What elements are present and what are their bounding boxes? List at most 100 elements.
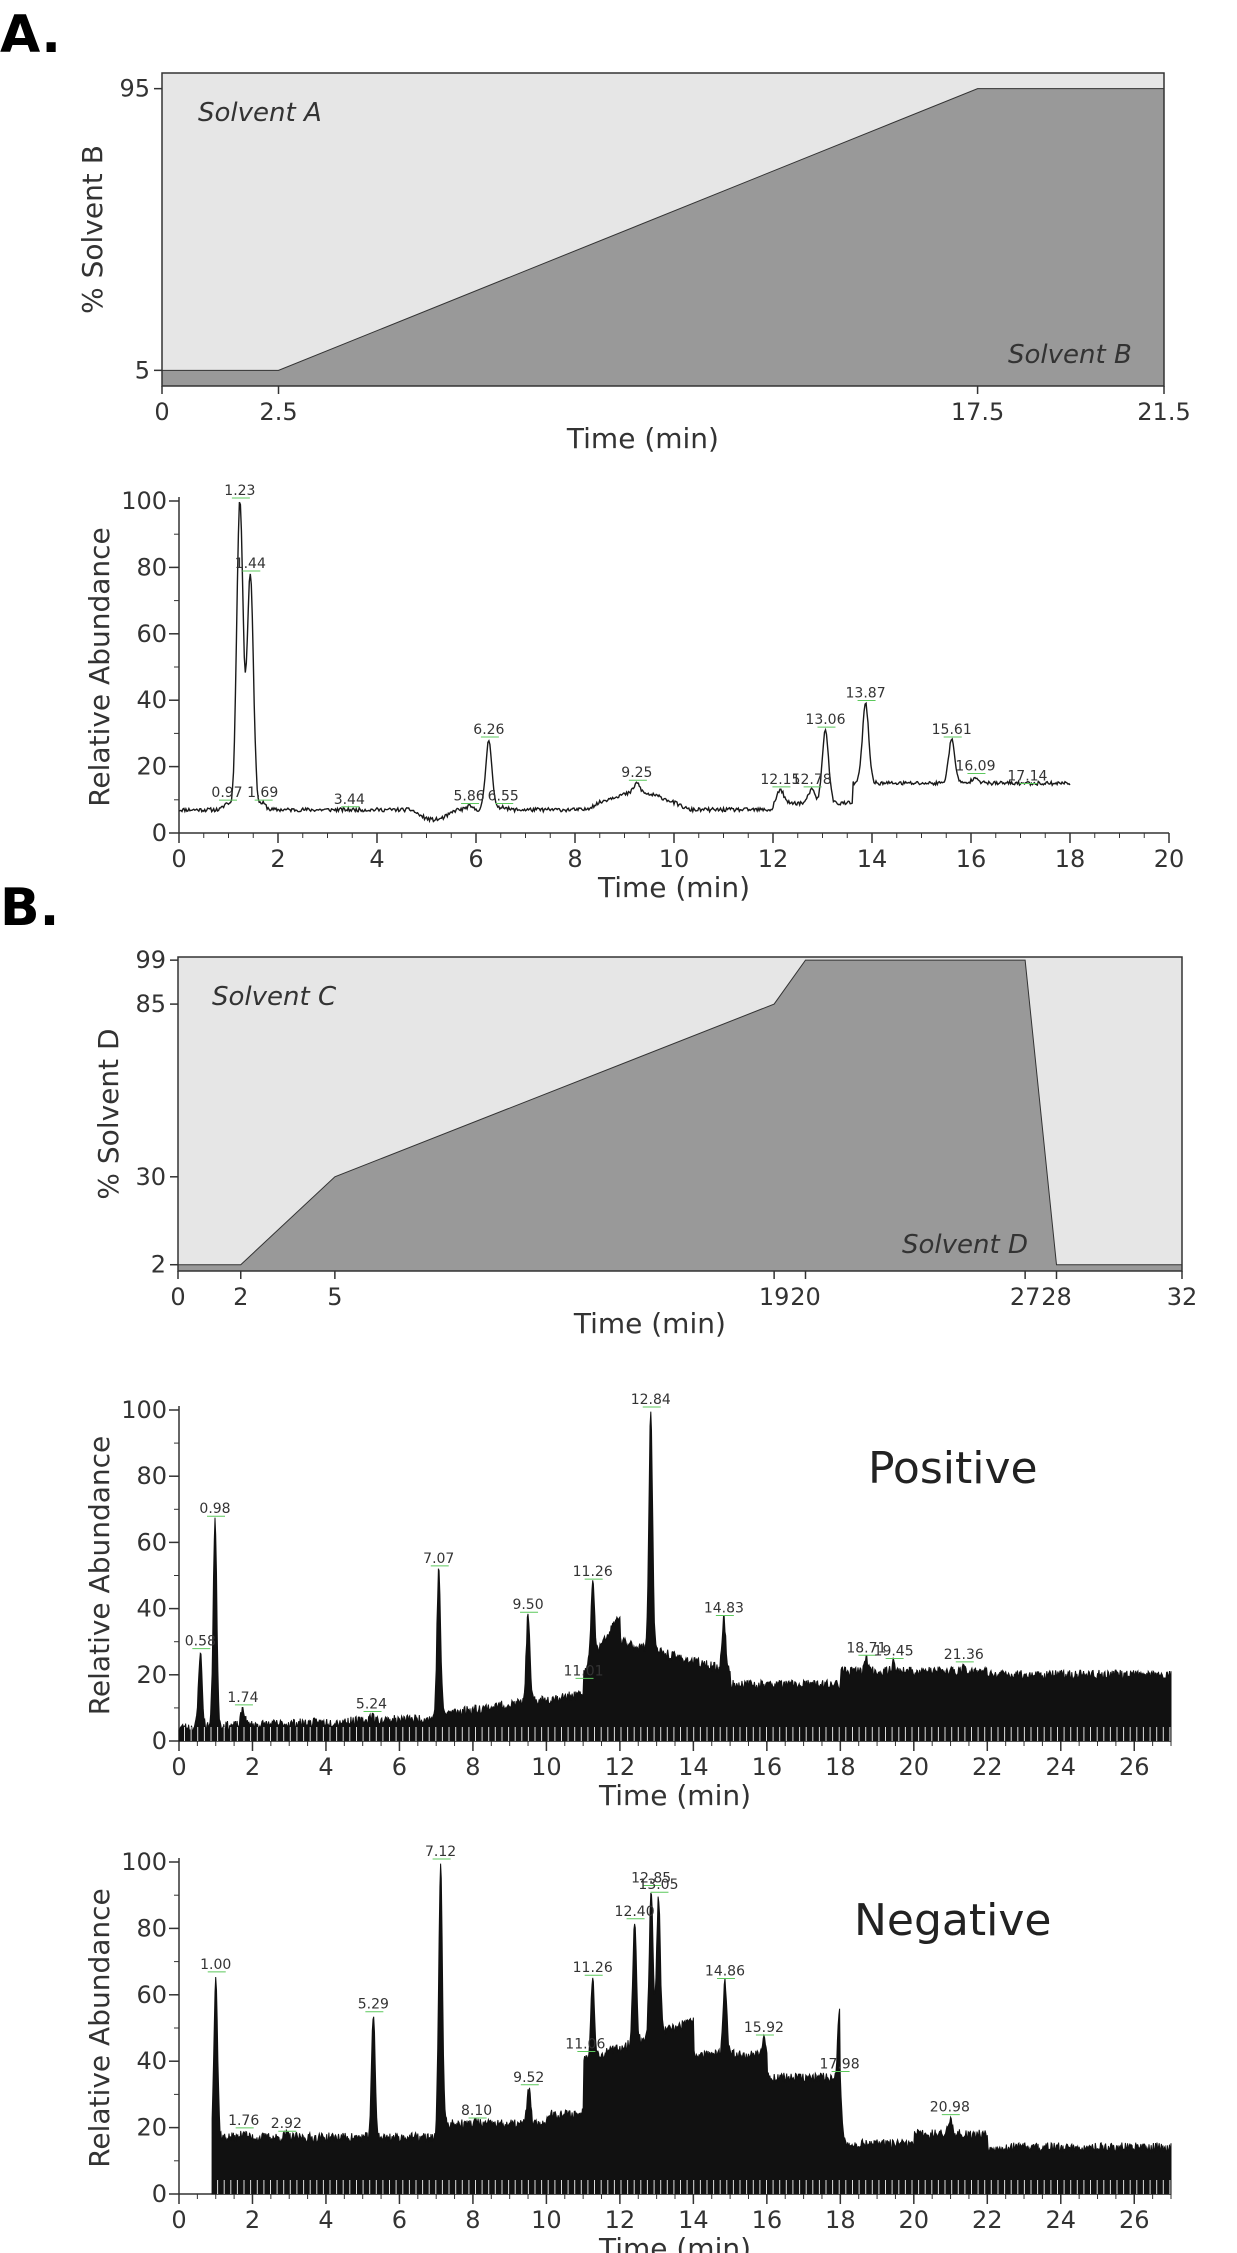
peak-label: 5.86 (453, 788, 484, 804)
y-tick-label: 60 (136, 620, 167, 648)
x-tick-label: 2 (233, 1283, 248, 1311)
x-tick-label: 14 (857, 845, 888, 873)
peak-label: 13.06 (805, 712, 845, 728)
peak-label: 8.10 (461, 2103, 492, 2119)
panel-label-a: A. (0, 5, 61, 65)
peak-label: 16.09 (955, 759, 995, 775)
x-tick-label: 0 (171, 845, 186, 873)
x-tick-label: 14 (678, 2206, 709, 2234)
y-tick-label: 0 (152, 1727, 167, 1755)
chromatogram-positive: 0 2 4 6 8 10 12 14 16 18 20 22 24 26020406080100Time … (83, 1392, 1172, 1812)
x-tick-label: 27 (1010, 1283, 1041, 1311)
peak-label: 17.98 (820, 2056, 860, 2072)
x-axis-label: Time (min) (598, 1779, 751, 1812)
solvent-label-upper: Solvent C (212, 982, 337, 1012)
x-tick-label: 0 (171, 1753, 186, 1781)
y-tick-label: 99 (135, 946, 166, 974)
peak-label: 20.98 (930, 2100, 970, 2116)
x-tick-label: 0 (154, 398, 169, 426)
x-tick-label: 22 (972, 1753, 1003, 1781)
x-tick-label: 6 (392, 2206, 407, 2234)
y-tick-label: 20 (136, 753, 167, 781)
x-tick-label: 16 (752, 2206, 783, 2234)
peak-label: 12.40 (615, 1904, 655, 1920)
y-tick-label: 0 (152, 819, 167, 847)
gradient-frame (177, 956, 1183, 1272)
peak-label: 1.76 (228, 2113, 259, 2129)
x-tick-label: 18 (825, 2206, 856, 2234)
peak-label: 0.97 (211, 785, 242, 801)
x-axis-label: Time (min) (598, 2232, 751, 2253)
peak-label: 7.12 (425, 1844, 456, 1860)
x-tick-label: 18 (825, 1753, 856, 1781)
y-axis-label: % Solvent D (92, 1028, 125, 1199)
peak-label: 2.92 (271, 2116, 302, 2132)
peak-label: 5.24 (356, 1697, 387, 1713)
y-tick-label: 2 (151, 1251, 166, 1279)
peak-label: 13.05 (638, 1877, 678, 1893)
peak-label: 7.07 (423, 1551, 454, 1567)
peak-label: 1.69 (247, 785, 278, 801)
peak-label: 12.84 (631, 1392, 671, 1408)
x-tick-label: 8 (567, 845, 582, 873)
peak-label: 11.26 (573, 1564, 613, 1580)
x-tick-label: 20 (899, 1753, 930, 1781)
x-tick-label: 22 (972, 2206, 1003, 2234)
x-tick-label: 4 (318, 2206, 333, 2234)
peak-label: 0.58 (185, 1634, 216, 1650)
y-tick-label: 40 (136, 1595, 167, 1623)
y-axis-label: % Solvent B (76, 145, 109, 314)
peak-label: 21.36 (944, 1647, 984, 1663)
solvent-label-upper: Solvent A (198, 98, 322, 128)
x-axis-label: Time (min) (597, 871, 750, 904)
gradient-frame (161, 72, 1165, 387)
peak-label: 1.74 (227, 1690, 258, 1706)
peak-label: 5.29 (358, 1997, 389, 2013)
x-axis-label: Time (min) (573, 1307, 726, 1340)
peak-label: 0.98 (199, 1501, 230, 1517)
peak-label: 1.23 (224, 483, 255, 499)
x-tick-label: 2 (270, 845, 285, 873)
peak-label: 19.45 (874, 1644, 914, 1660)
y-axis-label: Relative Abundance (83, 1888, 116, 2168)
y-tick-label: 20 (136, 2114, 167, 2142)
chromatogram-negative: 0 2 4 6 8 10 12 14 16 18 20 22 24 26020406080100Time … (83, 1844, 1172, 2253)
y-tick-label: 40 (136, 686, 167, 714)
x-tick-label: 10 (531, 2206, 562, 2234)
peak-label: 9.25 (621, 765, 652, 781)
x-tick-label: 8 (465, 1753, 480, 1781)
x-tick-label: 32 (1167, 1283, 1198, 1311)
x-tick-label: 21.5 (1137, 398, 1190, 426)
x-tick-label: 8 (465, 2206, 480, 2234)
y-tick-label: 40 (136, 2047, 167, 2075)
x-tick-label: 2 (245, 1753, 260, 1781)
peak-label: 12.78 (792, 772, 832, 788)
x-tick-label: 10 (659, 845, 690, 873)
x-tick-label: 20 (1154, 845, 1185, 873)
signal-striations (184, 1727, 1171, 1741)
signal-trace (178, 1411, 1172, 1742)
x-tick-label: 24 (1046, 2206, 1077, 2234)
peak-label: 6.26 (473, 722, 504, 738)
peak-label: 1.44 (235, 556, 266, 572)
x-axis-label: Time (min) (566, 422, 719, 455)
x-tick-label: 2.5 (259, 398, 297, 426)
x-tick-label: 2 (245, 2206, 260, 2234)
x-tick-label: 4 (369, 845, 384, 873)
x-tick-label: 12 (605, 1753, 636, 1781)
x-tick-label: 19 (759, 1283, 790, 1311)
y-tick-label: 60 (136, 1528, 167, 1556)
y-tick-label: 0 (152, 2180, 167, 2208)
panel-label-b: B. (0, 878, 59, 938)
peak-label: 12.15 (760, 772, 800, 788)
x-tick-label: 12 (758, 845, 789, 873)
x-tick-label: 26 (1119, 1753, 1150, 1781)
x-tick-label: 14 (678, 1753, 709, 1781)
y-tick-label: 30 (135, 1163, 166, 1191)
peak-label: 11.06 (565, 2037, 605, 2053)
peak-label: 3.44 (334, 792, 365, 808)
y-tick-label: 100 (121, 1848, 167, 1876)
chromatogram-a: 0 2 4 6 8 10 12 14 16 18 20 0 20 40 60 80 100 Time (min) R… (83, 483, 1184, 904)
